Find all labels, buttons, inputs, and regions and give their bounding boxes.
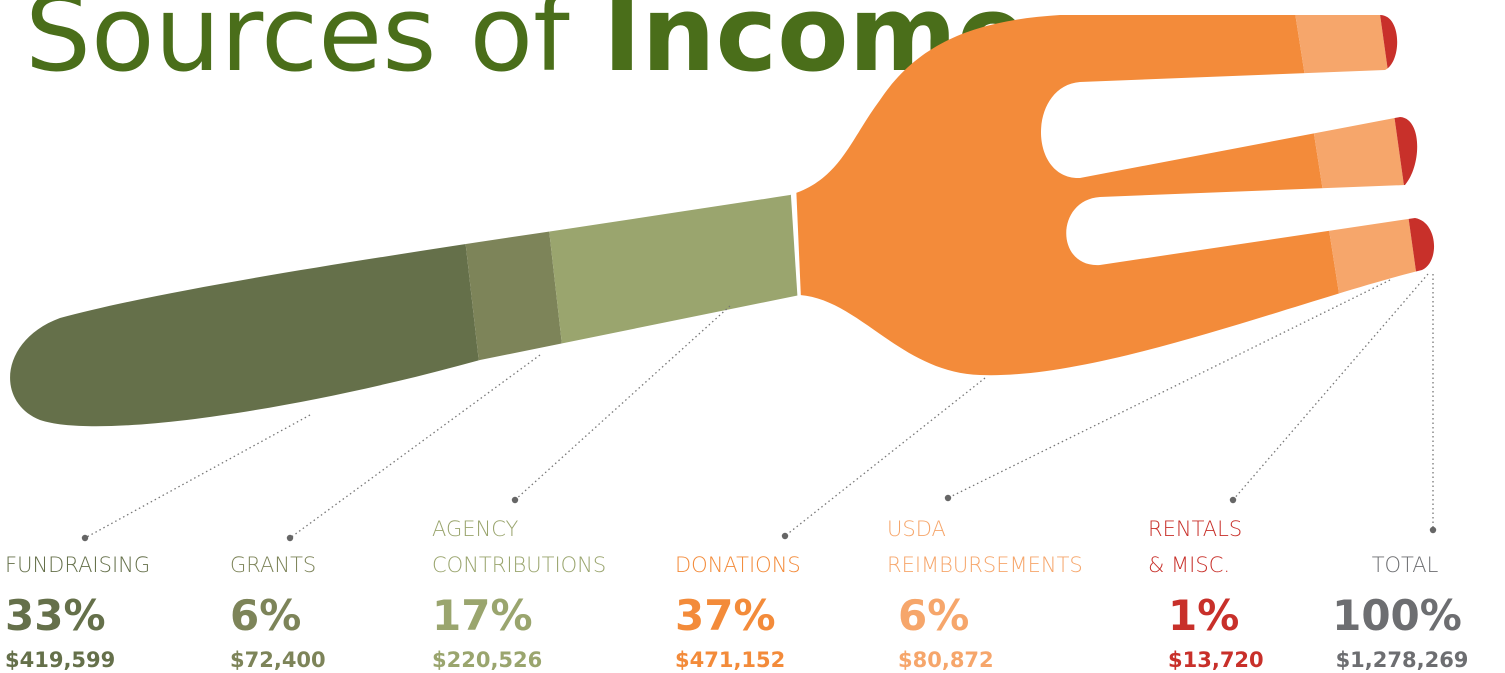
item-label: REIMBURSEMENTS (887, 553, 1083, 577)
leader-dot (511, 496, 519, 504)
fork-segment (455, 150, 575, 427)
leader-line (84, 414, 311, 539)
item-amount: $80,872 (898, 648, 994, 672)
item-label: DONATIONS (675, 553, 801, 577)
item-label: AGENCY (432, 517, 519, 541)
leader-line (1232, 273, 1429, 501)
item-label: RENTALS (1148, 517, 1242, 541)
item-label: USDA (887, 517, 946, 541)
item-percent: 100% (1332, 591, 1462, 640)
item-percent: 6% (898, 591, 969, 640)
item-percent: 1% (1168, 591, 1239, 640)
item-amount: $1,278,269 (1336, 648, 1469, 672)
item-label: & MISC. (1148, 553, 1230, 577)
title-light: Sources of (25, 0, 572, 95)
item-amount: $13,720 (1168, 648, 1264, 672)
title: Sources of Income (25, 0, 1027, 95)
item-percent: 17% (432, 591, 533, 640)
item-label: FUNDRAISING (5, 553, 150, 577)
item-label: TOTAL (1372, 553, 1439, 577)
leader-line (947, 279, 1391, 499)
item-percent: 33% (5, 591, 106, 640)
item-amount: $471,152 (675, 648, 785, 672)
item-label: CONTRIBUTIONS (432, 553, 606, 577)
leader-dot (286, 534, 294, 542)
leader-dot (81, 534, 89, 542)
item-label: GRANTS (230, 553, 316, 577)
leaders (81, 273, 1437, 542)
leader-dot (944, 494, 952, 502)
item-amount: $220,526 (432, 648, 542, 672)
leader-line (784, 377, 986, 537)
leader-dot (781, 532, 789, 540)
fork-segment (540, 150, 808, 427)
item-amount: $72,400 (230, 648, 326, 672)
item-percent: 6% (230, 591, 301, 640)
leader-dot (1229, 496, 1237, 504)
item-amount: $419,599 (5, 648, 115, 672)
leader-dot (1429, 526, 1437, 534)
labels: FUNDRAISING 33% $419,599 GRANTS 6% $72,400 AGE… (5, 517, 1468, 672)
leader-line (514, 305, 731, 501)
fork-segment (10, 150, 490, 427)
item-percent: 37% (675, 591, 776, 640)
